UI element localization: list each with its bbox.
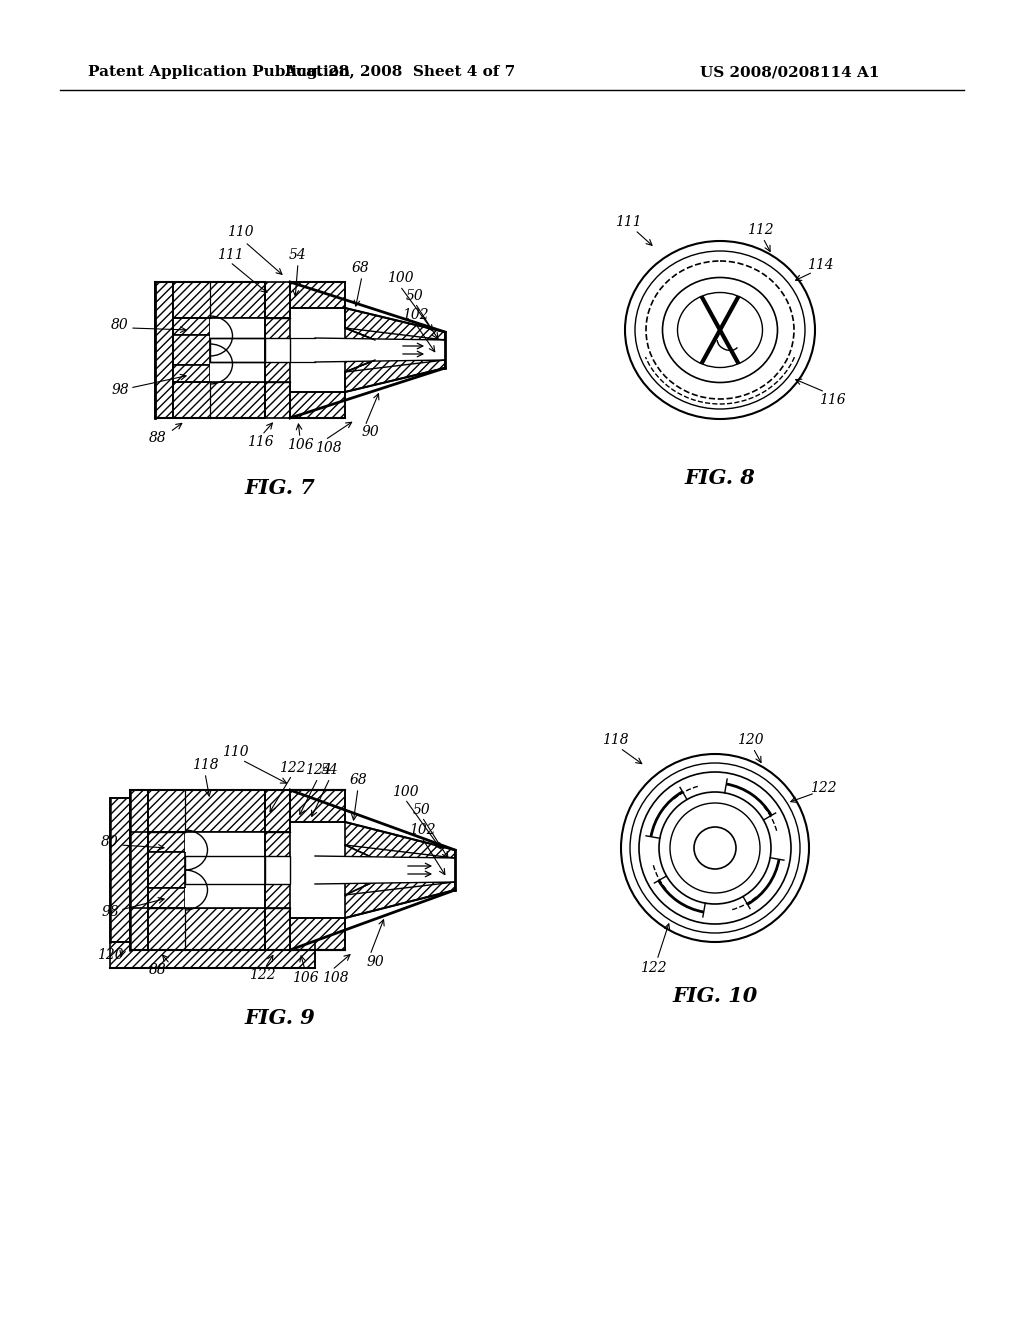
Polygon shape: [265, 318, 290, 381]
Text: 80: 80: [101, 836, 119, 849]
Ellipse shape: [639, 772, 791, 924]
Text: 102: 102: [409, 822, 435, 837]
Polygon shape: [265, 282, 290, 318]
Polygon shape: [345, 360, 445, 392]
Polygon shape: [173, 318, 210, 335]
Ellipse shape: [670, 803, 760, 894]
Polygon shape: [148, 908, 265, 950]
Text: 108: 108: [314, 441, 341, 455]
Polygon shape: [185, 855, 265, 884]
Text: Aug. 28, 2008  Sheet 4 of 7: Aug. 28, 2008 Sheet 4 of 7: [285, 65, 516, 79]
Polygon shape: [315, 338, 445, 362]
Text: 112: 112: [746, 223, 773, 238]
Text: 54: 54: [289, 248, 307, 261]
Text: 88: 88: [150, 964, 167, 977]
Text: 116: 116: [247, 436, 273, 449]
Text: 80: 80: [112, 318, 129, 333]
Text: 116: 116: [818, 393, 846, 407]
Text: 120: 120: [96, 948, 123, 962]
Text: 110: 110: [221, 744, 248, 759]
Text: 98: 98: [112, 383, 129, 397]
Text: 114: 114: [807, 257, 834, 272]
Polygon shape: [155, 282, 173, 418]
Text: 102: 102: [401, 308, 428, 322]
Polygon shape: [265, 338, 290, 362]
Text: 50: 50: [413, 803, 431, 817]
Ellipse shape: [646, 261, 794, 399]
Polygon shape: [210, 318, 265, 338]
Text: 124: 124: [305, 763, 332, 777]
Polygon shape: [130, 789, 265, 832]
Text: FIG. 10: FIG. 10: [673, 986, 758, 1006]
Polygon shape: [110, 799, 130, 942]
Text: FIG. 8: FIG. 8: [685, 469, 756, 488]
Text: 122: 122: [640, 961, 667, 975]
Text: 100: 100: [392, 785, 419, 799]
Polygon shape: [173, 335, 210, 366]
Text: US 2008/0208114 A1: US 2008/0208114 A1: [700, 65, 880, 79]
Text: 98: 98: [101, 906, 119, 919]
Polygon shape: [173, 282, 265, 318]
Text: 118: 118: [191, 758, 218, 772]
Text: Patent Application Publication: Patent Application Publication: [88, 65, 350, 79]
Text: 118: 118: [602, 733, 629, 747]
Polygon shape: [148, 832, 185, 851]
Polygon shape: [148, 888, 185, 908]
Ellipse shape: [678, 293, 763, 367]
Text: 108: 108: [322, 972, 348, 985]
Polygon shape: [173, 366, 210, 381]
Text: 100: 100: [387, 271, 414, 285]
Text: 120: 120: [736, 733, 763, 747]
Polygon shape: [265, 381, 290, 418]
Ellipse shape: [663, 277, 777, 383]
Polygon shape: [265, 789, 290, 832]
Polygon shape: [130, 908, 265, 950]
Text: FIG. 9: FIG. 9: [245, 1008, 315, 1028]
Polygon shape: [345, 327, 445, 372]
Polygon shape: [345, 845, 455, 895]
Text: 122: 122: [279, 762, 305, 775]
Text: 54: 54: [322, 763, 339, 777]
Text: FIG. 7: FIG. 7: [245, 478, 315, 498]
Ellipse shape: [621, 754, 809, 942]
Text: 110: 110: [226, 224, 253, 239]
Text: 106: 106: [287, 438, 313, 451]
Polygon shape: [290, 917, 345, 950]
Polygon shape: [290, 392, 345, 418]
Text: 68: 68: [349, 774, 367, 787]
Polygon shape: [290, 282, 345, 308]
Polygon shape: [265, 855, 290, 884]
Polygon shape: [185, 888, 265, 908]
Text: 88: 88: [150, 432, 167, 445]
Polygon shape: [110, 942, 315, 968]
Polygon shape: [265, 908, 290, 950]
Text: 68: 68: [351, 261, 369, 275]
Polygon shape: [345, 882, 455, 917]
Polygon shape: [210, 362, 265, 381]
Polygon shape: [290, 789, 345, 822]
Polygon shape: [345, 308, 445, 341]
Polygon shape: [315, 855, 455, 884]
Polygon shape: [345, 822, 455, 858]
Ellipse shape: [635, 251, 805, 409]
Polygon shape: [210, 338, 265, 362]
Polygon shape: [185, 832, 265, 851]
Polygon shape: [173, 381, 265, 418]
Ellipse shape: [625, 242, 815, 418]
Text: 106: 106: [292, 972, 318, 985]
Ellipse shape: [630, 763, 800, 933]
Ellipse shape: [694, 828, 736, 869]
Polygon shape: [265, 832, 290, 908]
Polygon shape: [130, 789, 148, 950]
Ellipse shape: [659, 792, 771, 904]
Text: 111: 111: [614, 215, 641, 228]
Text: 90: 90: [361, 425, 379, 440]
Polygon shape: [148, 851, 185, 888]
Text: 122: 122: [249, 968, 275, 982]
Text: 90: 90: [367, 954, 384, 969]
Polygon shape: [148, 789, 265, 832]
Text: 122: 122: [810, 781, 837, 795]
Text: 50: 50: [407, 289, 424, 304]
Text: 111: 111: [217, 248, 244, 261]
